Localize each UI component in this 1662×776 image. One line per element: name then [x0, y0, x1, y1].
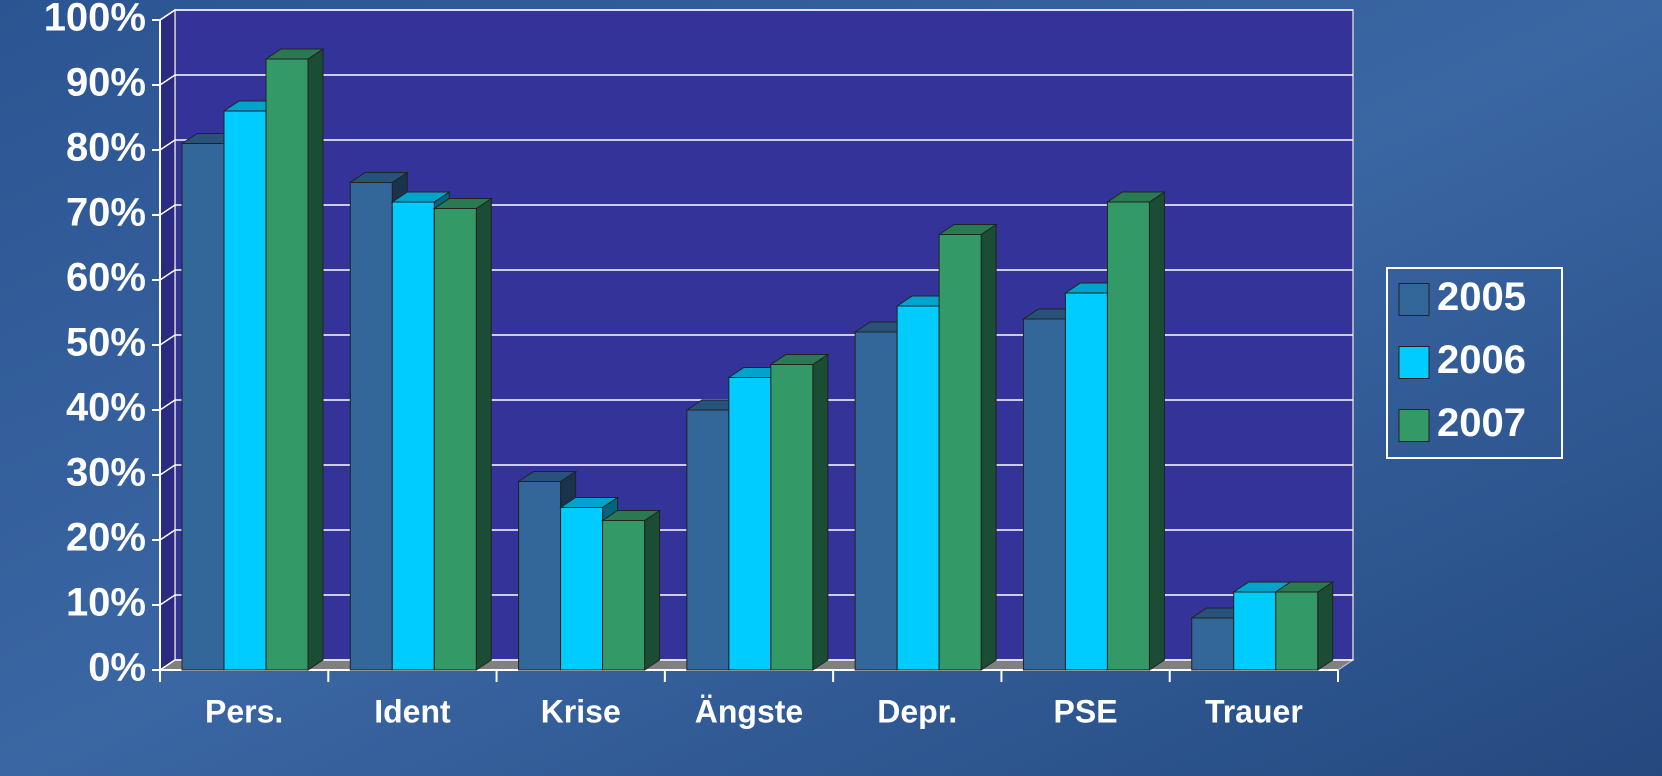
grid-line	[159, 594, 176, 606]
bar-side	[980, 223, 997, 671]
x-tick-label: Ängste	[695, 693, 803, 729]
bar	[602, 520, 646, 671]
bar	[265, 58, 309, 671]
bar	[1106, 201, 1150, 671]
grid-line	[159, 204, 176, 216]
bar	[391, 201, 435, 671]
y-tick-label: 70%	[66, 191, 146, 235]
legend-swatch	[1398, 409, 1430, 442]
y-tick-label: 80%	[66, 126, 146, 170]
legend-swatch	[1398, 283, 1430, 316]
legend-label: 2005	[1437, 275, 1526, 319]
y-tick-label: 90%	[66, 61, 146, 105]
legend-label: 2006	[1437, 338, 1526, 382]
y-tick-label: 40%	[66, 386, 146, 430]
y-tick-label: 30%	[66, 451, 146, 495]
y-tick-label: 10%	[66, 581, 146, 625]
x-tick-label: PSE	[1054, 693, 1118, 729]
bar	[433, 208, 477, 671]
bar	[1022, 318, 1066, 671]
y-tick-label: 0%	[88, 646, 146, 690]
bar	[1064, 292, 1108, 671]
grid-line	[159, 269, 176, 281]
bar	[1191, 617, 1235, 671]
y-tick-label: 60%	[66, 256, 146, 300]
bar-side	[1317, 581, 1334, 671]
x-tick-label: Trauer	[1205, 693, 1303, 729]
y-tick-label: 100%	[44, 0, 146, 40]
bar	[349, 182, 393, 671]
bar	[181, 143, 225, 671]
bar	[1275, 591, 1319, 671]
bar-side	[1148, 191, 1165, 671]
bar	[560, 507, 604, 671]
grid-line	[159, 399, 176, 411]
grid-line	[159, 659, 176, 671]
grid-line	[159, 74, 176, 86]
bar-side	[475, 197, 492, 671]
bar	[728, 377, 772, 671]
legend-label: 2007	[1437, 401, 1526, 445]
x-tick-label: Pers.	[205, 693, 283, 729]
bar	[518, 481, 562, 671]
bar	[938, 234, 982, 671]
bar	[896, 305, 940, 671]
bar	[223, 110, 267, 671]
bar-side	[644, 509, 661, 671]
bar	[1233, 591, 1277, 671]
bar-side	[812, 353, 829, 671]
bar	[854, 331, 898, 671]
grid-line	[159, 9, 176, 21]
legend-box	[1386, 267, 1563, 459]
x-tick-label: Ident	[374, 693, 451, 729]
y-tick-label: 50%	[66, 321, 146, 365]
bar-side	[307, 48, 324, 671]
grid-line	[159, 334, 176, 346]
y-tick-label: 20%	[66, 516, 146, 560]
x-tick-label: Krise	[541, 693, 621, 729]
grid-line	[159, 464, 176, 476]
bar	[770, 364, 814, 671]
grid-line	[159, 139, 176, 151]
x-tick-label: Depr.	[877, 693, 957, 729]
bar	[686, 409, 730, 671]
grid-line	[159, 529, 176, 541]
legend-swatch	[1398, 346, 1430, 379]
